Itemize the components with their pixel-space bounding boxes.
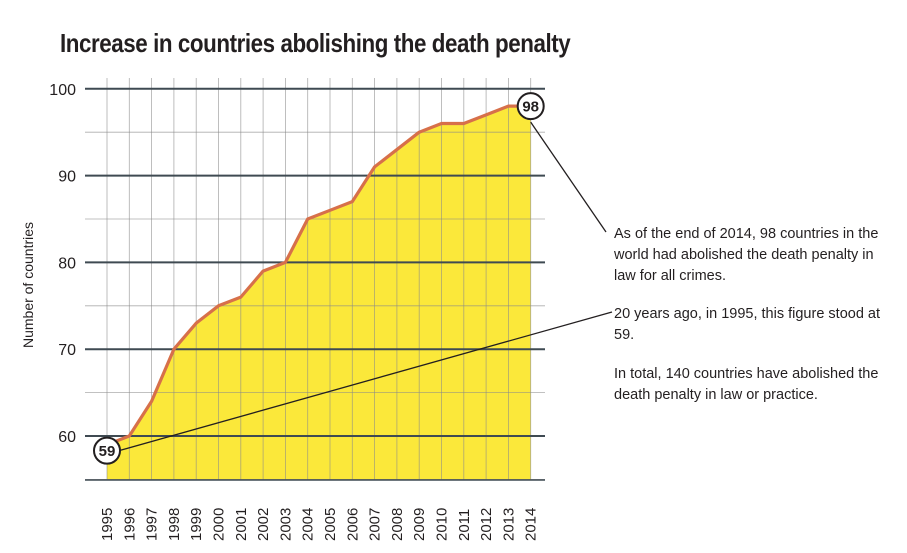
x-tick-label: 1997 <box>144 508 161 541</box>
data-point-2002 <box>261 269 265 273</box>
x-tick-label: 2000 <box>211 508 228 541</box>
data-point-2009 <box>418 131 421 134</box>
data-point-2013 <box>507 104 510 108</box>
x-tick-label: 2009 <box>411 508 428 541</box>
data-line <box>106 104 531 447</box>
x-tick-label: 2001 <box>233 508 250 541</box>
data-point-1997 <box>150 400 153 403</box>
x-tick-label: 2014 <box>523 508 540 541</box>
data-point-2011 <box>462 122 465 125</box>
data-point-2006 <box>351 200 354 203</box>
x-tick-label: 1995 <box>99 508 116 541</box>
chart-title: Increase in countries abolishing the dea… <box>60 28 571 58</box>
y-tick-label: 60 <box>58 429 76 446</box>
x-tick-label: 2010 <box>434 508 451 541</box>
y-tick-label: 70 <box>58 342 76 359</box>
leader-line-2014 <box>530 121 607 233</box>
callout-1995-circle <box>93 436 121 465</box>
x-tick-label: 2007 <box>367 508 384 541</box>
x-tick-label: 2006 <box>344 508 361 541</box>
x-tick-label: 2003 <box>277 508 294 541</box>
x-tick-label: 1998 <box>166 508 183 541</box>
data-point-2005 <box>328 209 332 212</box>
x-tick-label: 2004 <box>300 508 317 541</box>
annotation-2014: As of the end of 2014, 98 countries in t… <box>614 226 879 284</box>
x-tick-label: 2008 <box>389 508 406 541</box>
data-point-2004 <box>306 217 309 221</box>
data-point-2003 <box>284 261 287 264</box>
area-fill <box>107 106 531 480</box>
data-point-2000 <box>217 304 220 307</box>
data-point-1999 <box>195 321 198 325</box>
data-point-1998 <box>172 348 176 351</box>
data-point-2007 <box>373 165 376 169</box>
callout-2014-label: 98 <box>522 99 539 116</box>
callout-2014-circle <box>516 92 545 121</box>
x-tick-label: 2011 <box>456 509 473 541</box>
data-point-1996 <box>128 434 131 438</box>
data-point-2010 <box>440 122 443 125</box>
x-tick-label: 2002 <box>255 508 272 541</box>
leader-line-1995 <box>118 311 613 452</box>
callout-1995-label: 59 <box>99 443 116 460</box>
x-tick-label: 2013 <box>500 508 517 541</box>
data-point-2012 <box>484 113 488 117</box>
x-tick-label: 2005 <box>322 508 339 541</box>
data-point-2008 <box>395 148 399 151</box>
y-tick-label: 90 <box>58 169 76 186</box>
x-tick-label: 1999 <box>188 508 205 541</box>
annotation-1995: 20 years ago, in 1995, this figure stood… <box>614 306 881 343</box>
x-tick-label: 2012 <box>478 508 495 541</box>
data-point-2001 <box>239 295 242 299</box>
x-tick-label: 1996 <box>121 508 138 541</box>
y-tick-label: 100 <box>49 82 76 99</box>
annotation-total: In total, 140 countries have abolished t… <box>614 366 879 403</box>
y-tick-label: 80 <box>58 255 76 272</box>
